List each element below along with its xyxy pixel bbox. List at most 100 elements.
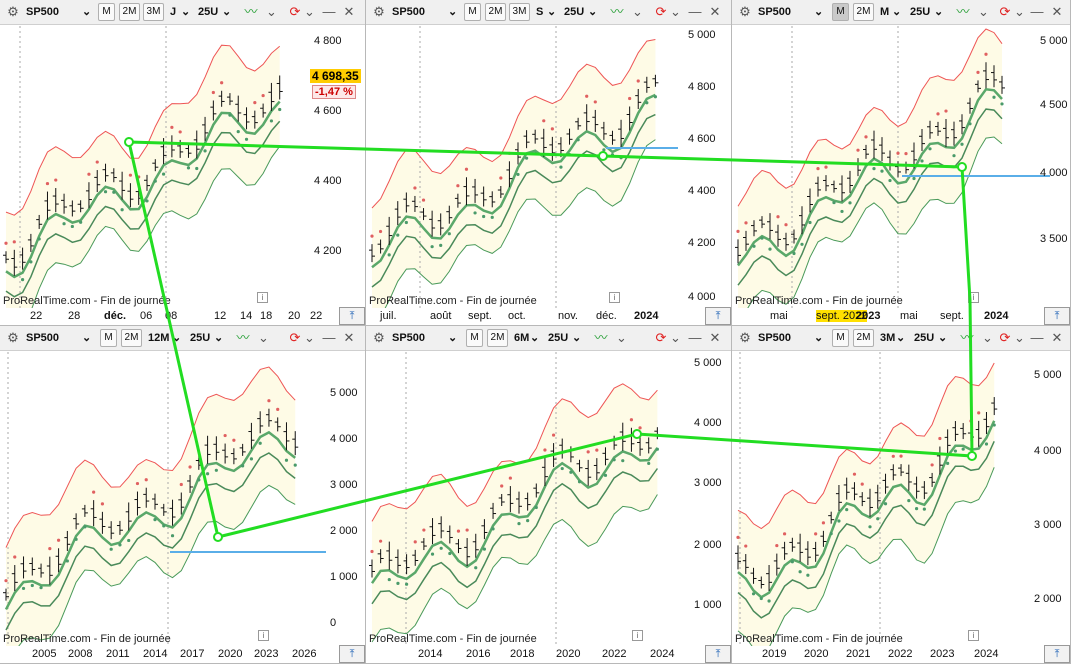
indicators-dropdown-icon[interactable]: ⌄: [616, 330, 627, 345]
close-icon[interactable]: ✕: [1051, 4, 1063, 19]
info-icon[interactable]: i: [609, 292, 620, 303]
symbol-dropdown-icon[interactable]: ⌄: [82, 6, 92, 18]
units-dropdown-icon[interactable]: ⌄: [222, 6, 232, 18]
units-selector[interactable]: 25U: [198, 6, 219, 18]
period-dropdown-icon[interactable]: ⌄: [547, 6, 557, 18]
settings-icon[interactable]: ⚙: [7, 330, 19, 345]
refresh-dropdown-icon[interactable]: ⌄: [670, 4, 681, 19]
refresh-dropdown-icon[interactable]: ⌄: [304, 330, 315, 345]
refresh-icon[interactable]: ⟳: [655, 330, 667, 345]
symbol-dropdown-icon[interactable]: ⌄: [814, 6, 824, 18]
minimize-icon[interactable]: —: [688, 4, 702, 19]
chart-panel-monthly[interactable]: ⚙ SP500 ⌄ M 2M M ⌄ 25U ⌄ 〰 ⌄ ⟳ ⌄ — ✕ Pro…: [732, 0, 1071, 326]
button-m[interactable]: M: [832, 329, 849, 347]
button-m[interactable]: M: [464, 3, 481, 21]
button-2m[interactable]: 2M: [853, 329, 874, 347]
button-m[interactable]: M: [98, 3, 115, 21]
refresh-icon[interactable]: ⟳: [289, 330, 301, 345]
minimize-icon[interactable]: —: [322, 4, 336, 19]
units-dropdown-icon[interactable]: ⌄: [214, 332, 224, 344]
units-selector[interactable]: 25U: [914, 332, 935, 344]
button-2m[interactable]: 2M: [487, 329, 508, 347]
symbol-selector[interactable]: SP500: [392, 332, 426, 344]
close-icon[interactable]: ✕: [343, 330, 355, 345]
indicators-dropdown-icon[interactable]: ⌄: [632, 4, 643, 19]
settings-icon[interactable]: ⚙: [739, 4, 751, 19]
minimize-icon[interactable]: —: [1030, 330, 1044, 345]
info-icon[interactable]: i: [968, 292, 979, 303]
indicators-icon[interactable]: 〰: [610, 4, 624, 19]
period-dropdown-icon[interactable]: ⌄: [172, 332, 182, 344]
indicators-icon[interactable]: 〰: [956, 4, 970, 19]
close-icon[interactable]: ✕: [343, 4, 355, 19]
button-2m[interactable]: 2M: [485, 3, 506, 21]
units-selector[interactable]: 25U: [190, 332, 211, 344]
units-dropdown-icon[interactable]: ⌄: [572, 332, 582, 344]
chart-panel-quarterly[interactable]: ⚙ SP500 ⌄ M 2M 3M ⌄ 25U ⌄ 〰 ⌄ ⟳ ⌄ — ✕ Pr…: [732, 326, 1071, 664]
units-dropdown-icon[interactable]: ⌄: [934, 6, 944, 18]
period-selector[interactable]: 6M: [514, 332, 530, 344]
symbol-dropdown-icon[interactable]: ⌄: [448, 6, 458, 18]
settings-icon[interactable]: ⚙: [7, 4, 19, 19]
button-m[interactable]: M: [466, 329, 483, 347]
indicators-icon[interactable]: 〰: [594, 330, 608, 345]
period-selector[interactable]: 3M: [880, 332, 896, 344]
minimize-icon[interactable]: —: [322, 330, 336, 345]
units-selector[interactable]: 25U: [564, 6, 585, 18]
refresh-dropdown-icon[interactable]: ⌄: [304, 4, 315, 19]
button-2m[interactable]: 2M: [121, 329, 142, 347]
period-dropdown-icon[interactable]: ⌄: [181, 6, 191, 18]
button-m[interactable]: M: [832, 3, 849, 21]
refresh-icon[interactable]: ⟳: [289, 4, 301, 19]
minimize-icon[interactable]: —: [1030, 4, 1044, 19]
button-3m[interactable]: 3M: [143, 3, 164, 21]
button-2m[interactable]: 2M: [853, 3, 874, 21]
button-2m[interactable]: 2M: [119, 3, 140, 21]
info-icon[interactable]: i: [257, 292, 268, 303]
scroll-to-end-icon[interactable]: ⤒: [705, 645, 731, 663]
scroll-to-end-icon[interactable]: ⤒: [339, 307, 365, 325]
period-dropdown-icon[interactable]: ⌄: [530, 332, 540, 344]
symbol-dropdown-icon[interactable]: ⌄: [448, 332, 458, 344]
indicators-dropdown-icon[interactable]: ⌄: [266, 4, 277, 19]
price-chart-quarterly[interactable]: [732, 352, 1071, 646]
button-m[interactable]: M: [100, 329, 117, 347]
period-selector[interactable]: J: [170, 6, 177, 18]
info-icon[interactable]: i: [632, 630, 643, 641]
refresh-icon[interactable]: ⟳: [999, 330, 1011, 345]
price-chart-monthly[interactable]: [732, 26, 1071, 308]
settings-icon[interactable]: ⚙: [373, 330, 385, 345]
symbol-dropdown-icon[interactable]: ⌄: [82, 332, 92, 344]
scroll-to-end-icon[interactable]: ⤒: [1044, 645, 1070, 663]
period-dropdown-icon[interactable]: ⌄: [896, 332, 906, 344]
period-selector[interactable]: S: [536, 6, 544, 18]
refresh-icon[interactable]: ⟳: [999, 4, 1011, 19]
units-dropdown-icon[interactable]: ⌄: [938, 332, 948, 344]
scroll-to-end-icon[interactable]: ⤒: [339, 645, 365, 663]
close-icon[interactable]: ✕: [1051, 330, 1063, 345]
indicators-icon[interactable]: 〰: [236, 330, 250, 345]
refresh-dropdown-icon[interactable]: ⌄: [1014, 4, 1025, 19]
indicators-icon[interactable]: 〰: [244, 4, 258, 19]
symbol-selector[interactable]: SP500: [26, 6, 60, 18]
indicators-dropdown-icon[interactable]: ⌄: [982, 330, 993, 345]
units-selector[interactable]: 25U: [910, 6, 931, 18]
period-selector[interactable]: M: [880, 6, 890, 18]
symbol-selector[interactable]: SP500: [758, 6, 792, 18]
refresh-dropdown-icon[interactable]: ⌄: [670, 330, 681, 345]
close-icon[interactable]: ✕: [709, 4, 721, 19]
chart-panel-weekly[interactable]: ⚙ SP500 ⌄ M 2M 3M S ⌄ 25U ⌄ 〰 ⌄ ⟳ ⌄ — ✕ …: [366, 0, 732, 326]
button-3m[interactable]: 3M: [509, 3, 530, 21]
symbol-dropdown-icon[interactable]: ⌄: [814, 332, 824, 344]
indicators-dropdown-icon[interactable]: ⌄: [258, 330, 269, 345]
units-dropdown-icon[interactable]: ⌄: [588, 6, 598, 18]
period-selector[interactable]: 12M: [148, 332, 170, 344]
chart-panel-yearly[interactable]: ⚙ SP500 ⌄ M 2M 12M ⌄ 25U ⌄ 〰 ⌄ ⟳ ⌄ — ✕ P…: [0, 326, 366, 664]
chart-panel-daily[interactable]: ⚙ SP500 ⌄ M 2M 3M J ⌄ 25U ⌄ 〰 ⌄ ⟳ ⌄ — ✕ …: [0, 0, 366, 326]
price-chart-semiannual[interactable]: [366, 352, 732, 646]
period-dropdown-icon[interactable]: ⌄: [892, 6, 902, 18]
refresh-icon[interactable]: ⟳: [655, 4, 667, 19]
indicators-icon[interactable]: 〰: [960, 330, 974, 345]
indicators-dropdown-icon[interactable]: ⌄: [978, 4, 989, 19]
units-selector[interactable]: 25U: [548, 332, 569, 344]
